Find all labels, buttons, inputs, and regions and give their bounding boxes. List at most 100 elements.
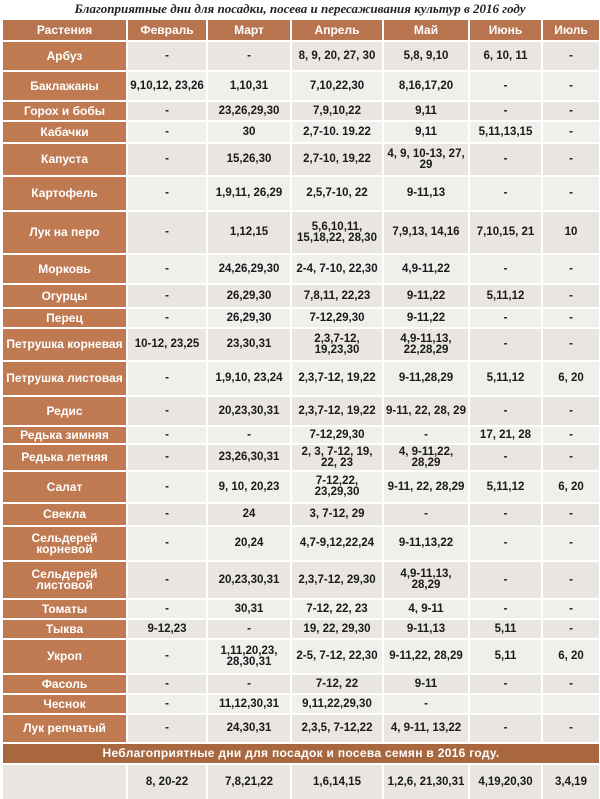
day-cell: - [126,175,208,212]
day-cell: 2,5,7-10, 22 [290,175,384,212]
header-cell: Апрель [290,18,384,42]
day-cell: - [541,142,600,177]
day-cell: - [541,70,600,102]
unfavorable-days-cell: 4,19,20,30 [468,763,543,799]
day-cell: 1,9,11, 26,29 [206,175,292,212]
day-cell: - [541,175,600,212]
day-cell: - [541,327,600,362]
day-cell: - [206,673,292,695]
footer-title: Неблагоприятные дни для посадок и посева… [1,742,600,765]
day-cell: 17, 21, 28 [468,425,543,445]
day-cell: 8, 9, 20, 27, 30 [290,40,384,72]
day-cell: 2,3,7-12, 19,23,30 [290,327,384,362]
plant-name: Свекла [1,502,128,527]
plant-name: Салат [1,470,128,504]
table-row: Арбуз - -8, 9, 20, 27, 30 5,8, 9,10 6, 10, 1… [1,40,600,72]
day-cell: - [541,253,600,285]
day-cell: 9,10,12, 23,26 [126,70,208,102]
day-cell: 24 [206,502,292,527]
day-cell: - [468,307,543,329]
day-cell: - [468,525,543,562]
planting-table: Растения Февраль Март Апрель Май Июнь Июль Арбу… [1,18,600,799]
day-cell: - [468,100,543,122]
day-cell: - [541,560,600,600]
plant-name: Редька летняя [1,443,128,472]
plant-name: Сельдерей корневой [1,525,128,562]
header-cell: Июнь [468,18,543,42]
day-cell: 2-5, 7-12, 22,30 [290,638,384,675]
table-row: Чеснок -11,12,30,31 9,11,22,29,30- [1,693,600,715]
day-cell: - [541,673,600,695]
day-cell: - [126,598,208,620]
table-row: Фасоль - -7-12, 22 9-11- - [1,673,600,695]
day-cell: 9-11,13 [382,618,470,640]
plant-name: Редис [1,395,128,427]
day-cell: - [468,502,543,527]
plant-name: Капуста [1,142,128,177]
plant-name: Укроп [1,638,128,675]
table-row: Свекла -24 3, 7-12, 29- - - [1,502,600,527]
day-cell: - [468,253,543,285]
day-cell: - [541,395,600,427]
table-row: 8, 20-22 7,8,21,22 1,6,14,15 1,2,6, 21,30,3… [1,763,600,799]
day-cell: - [541,598,600,620]
day-cell: - [541,425,600,445]
day-cell: - [206,425,292,445]
table-row: Редька зимняя - -7-12,29,30-17, 21, 28- [1,425,600,445]
day-cell: 26,29,30 [206,283,292,309]
day-cell: - [468,327,543,362]
day-cell: 7-12, 22 [290,673,384,695]
day-cell: - [468,673,543,695]
day-cell: 5,6,10,11, 15,18,22, 28,30 [290,210,384,255]
plant-name: Петрушка корневая [1,327,128,362]
day-cell: 9,11 [382,120,470,144]
day-cell: - [468,395,543,427]
day-cell: - [126,360,208,397]
day-cell: 11,12,30,31 [206,693,292,715]
table-row: Редька летняя -23,26,30,31 2, 3, 7-12, 19,… [1,443,600,472]
header-cell: Май [382,18,470,42]
day-cell: 9, 10, 20,23 [206,470,292,504]
plant-name: Картофель [1,175,128,212]
day-cell: 9-11,28,29 [382,360,470,397]
unfavorable-days-cell: 1,2,6, 21,30,31 [382,763,470,799]
day-cell: - [468,142,543,177]
day-cell: 24,26,29,30 [206,253,292,285]
day-cell: - [126,673,208,695]
day-cell: 9-11,13,22 [382,525,470,562]
day-cell: 1,12,15 [206,210,292,255]
day-cell: - [541,307,600,329]
plant-name: Чеснок [1,693,128,715]
day-cell: 30 [206,120,292,144]
day-cell: - [468,713,543,744]
day-cell: - [126,560,208,600]
day-cell: 5,11,13,15 [468,120,543,144]
day-cell: 15,26,30 [206,142,292,177]
day-cell: 6, 10, 11 [468,40,543,72]
table-row: Горох и бобы -23,26,29,30 7,9,10,22 9,11- - [1,100,600,122]
day-cell: 9,11,22,29,30 [290,693,384,715]
day-cell: 4, 9-11 [382,598,470,620]
day-cell: 4,9-11,13, 22,28,29 [382,327,470,362]
day-cell: 7-12,29,30 [290,307,384,329]
day-cell: 2, 3, 7-12, 19, 22, 23 [290,443,384,472]
plant-name: Тыква [1,618,128,640]
day-cell: 2,3,7-12, 29,30 [290,560,384,600]
plant-name: Сельдерей листовой [1,560,128,600]
day-cell: 10-12, 23,25 [126,327,208,362]
table-row: Петрушка листовая -1,9,10, 23,24 2,3,7-12,… [1,360,600,397]
day-cell [468,693,543,715]
table-row: Салат -9, 10, 20,23 7-12,22, 23,29,30 9-11,… [1,470,600,504]
day-cell: 7-12,29,30 [290,425,384,445]
header-cell: Растения [1,18,128,42]
day-cell: - [126,120,208,144]
table-row: Укроп -1,11,20,23, 28,30,31 2-5, 7-12, 22,… [1,638,600,675]
day-cell: - [126,253,208,285]
plant-name: Перец [1,307,128,329]
day-cell: 9-11,13 [382,175,470,212]
day-cell: 5,11,12 [468,360,543,397]
day-cell: - [382,693,470,715]
day-cell [541,693,600,715]
day-cell: 4,9-11,22 [382,253,470,285]
